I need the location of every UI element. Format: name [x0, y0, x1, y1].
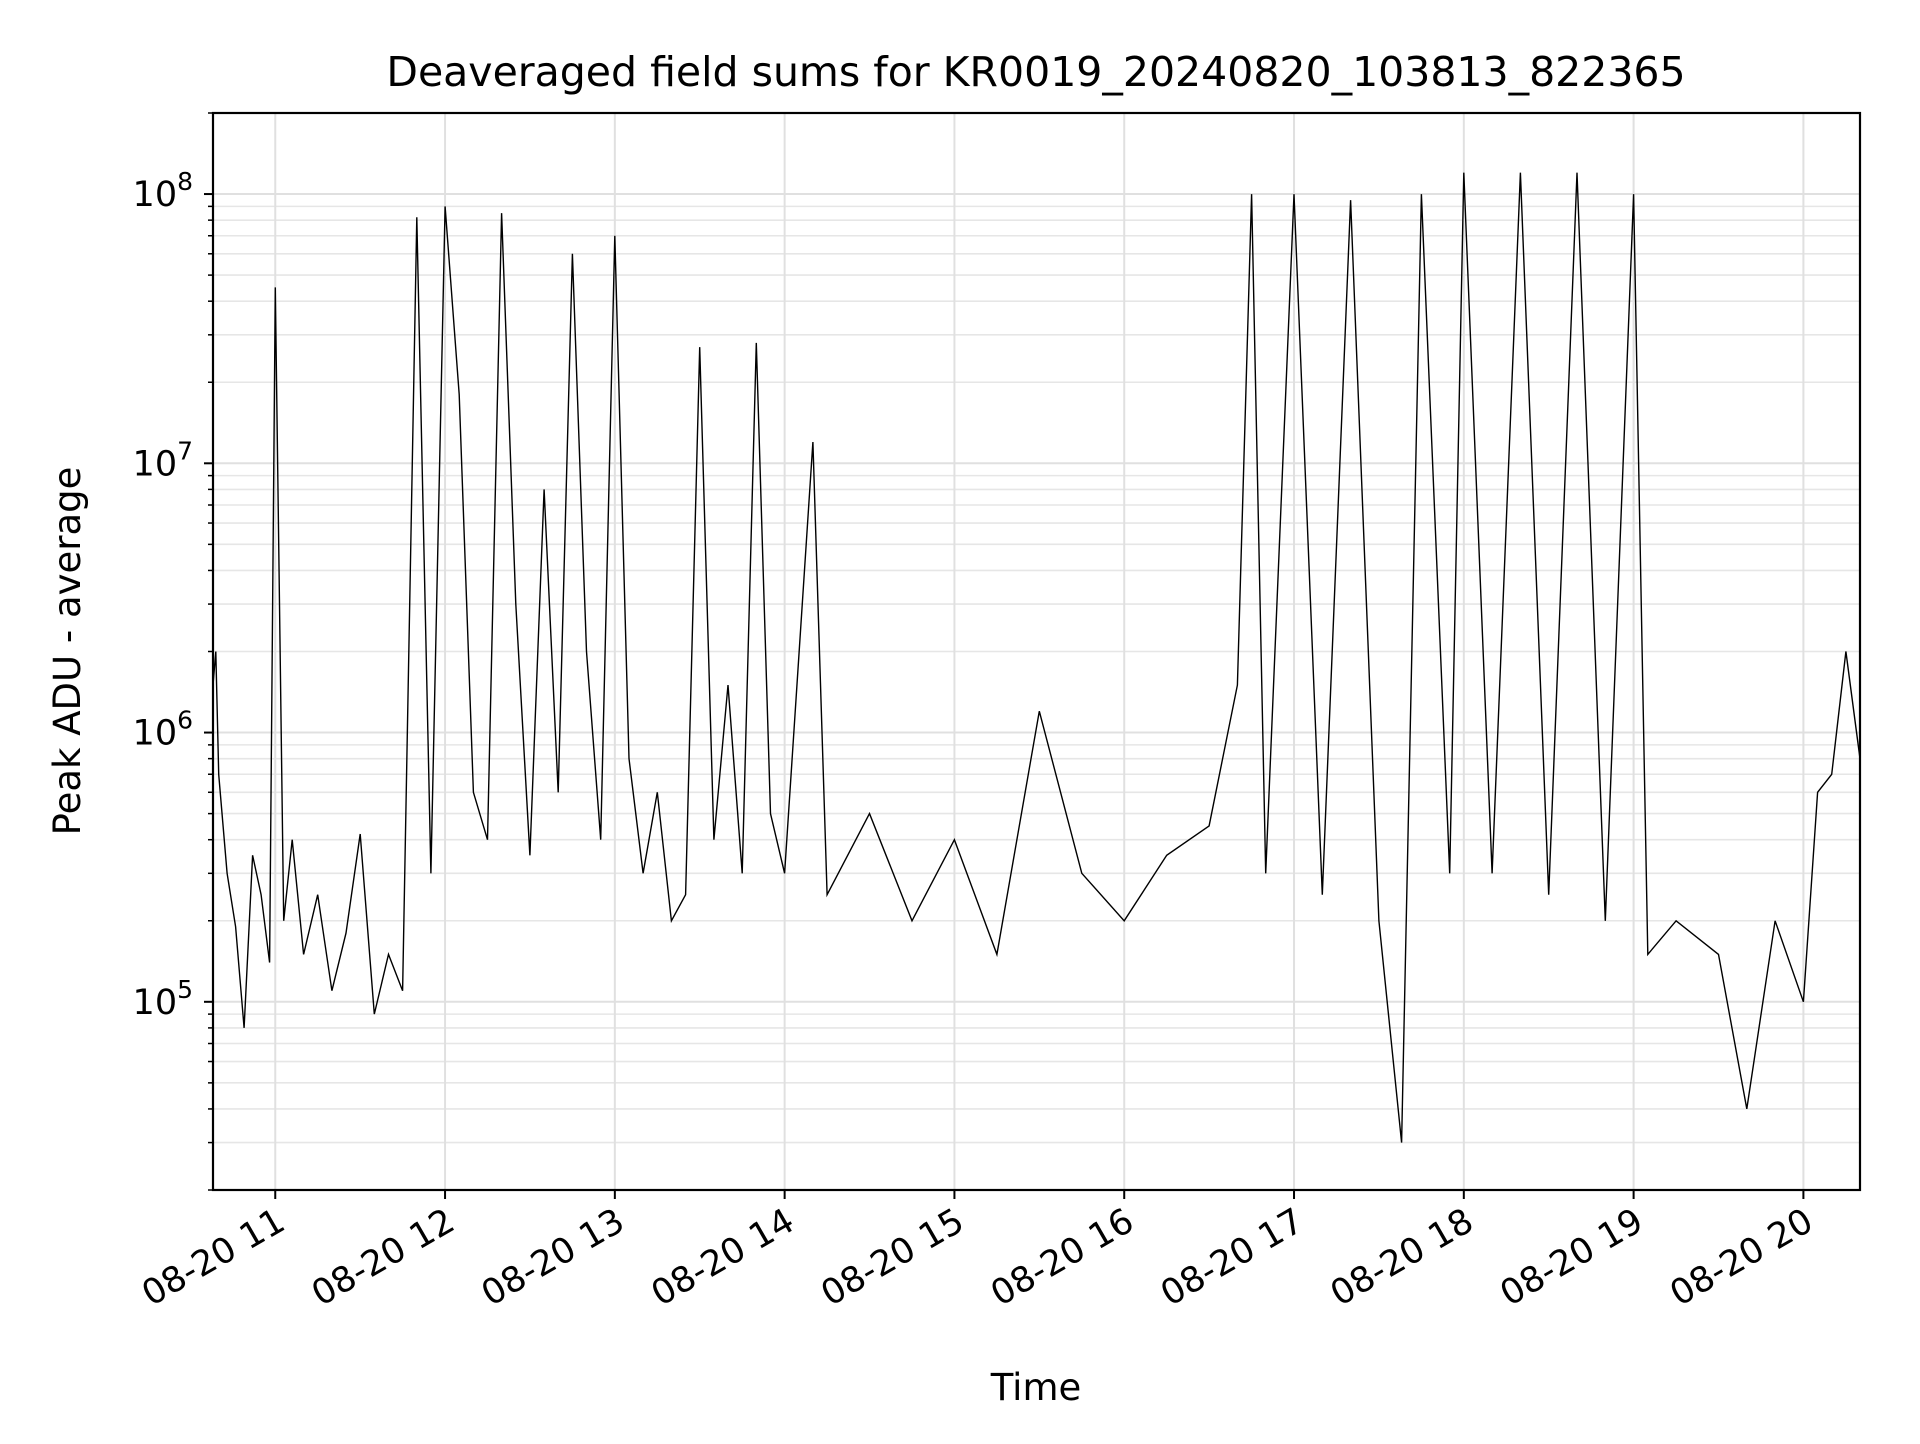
y-axis-ticks: 105 106 107 108: [133, 112, 213, 1191]
series-line: [213, 172, 1860, 1143]
y-tick-label: 106: [133, 706, 193, 754]
y-tick-label: 108: [133, 167, 193, 215]
y-axis-label: Peak ADU - average: [46, 467, 89, 836]
x-axis-label: Time: [990, 1366, 1082, 1409]
y-tick-label: 105: [133, 975, 193, 1023]
chart-title: Deaveraged field sums for KR0019_2024082…: [386, 48, 1685, 96]
grid-major: [213, 113, 1860, 1190]
plot-area-clip: [213, 172, 1860, 1143]
y-tick-label: 107: [133, 436, 193, 484]
grid-minor: [213, 112, 1860, 1191]
